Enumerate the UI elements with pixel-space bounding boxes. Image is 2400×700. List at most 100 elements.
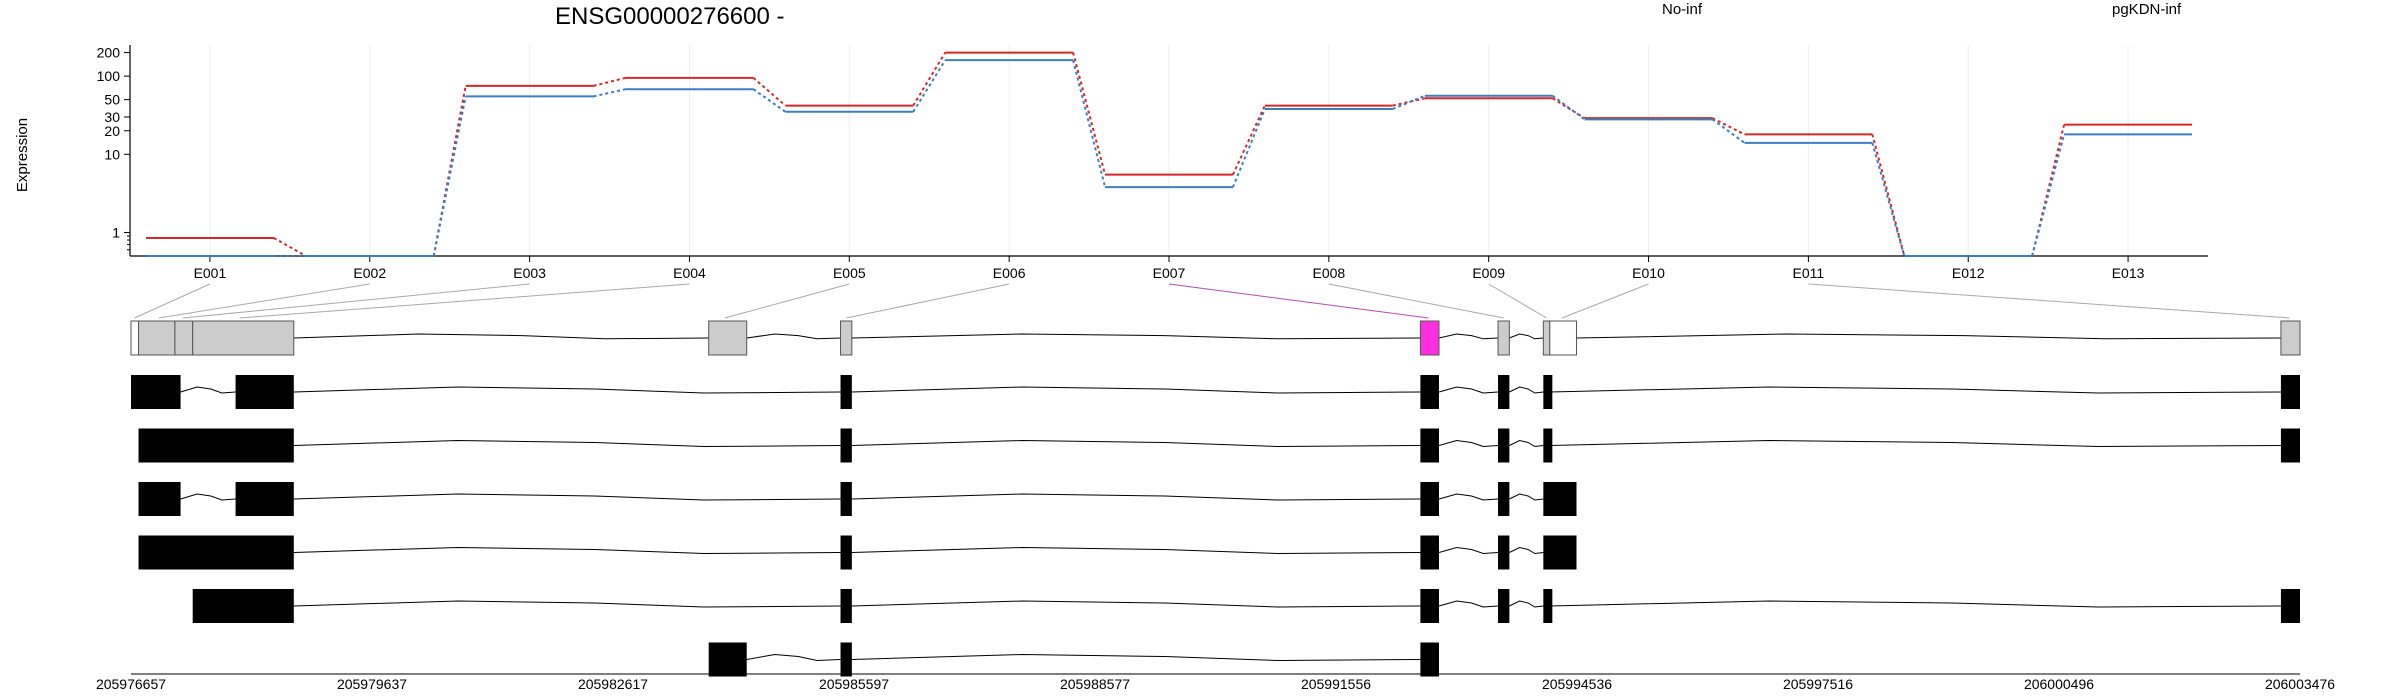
exon-box-e003	[174, 320, 194, 356]
x-tick-label: E005	[833, 265, 866, 281]
x-tick-label: E006	[993, 265, 1026, 281]
intron-line	[851, 439, 1421, 448]
transcript-exon	[1420, 535, 1439, 570]
intron-line	[1509, 493, 1544, 501]
chart-title: ENSG00000276600 -	[555, 3, 785, 30]
exon-connector	[158, 283, 370, 319]
transcript-exon	[840, 589, 852, 623]
x-tick-label: E004	[673, 265, 706, 281]
data-connector	[912, 52, 947, 107]
transcript-row	[192, 589, 2300, 623]
transcript-row	[138, 535, 1577, 570]
intron-line	[180, 386, 236, 394]
intron-line	[293, 600, 841, 608]
intron-line	[1509, 600, 1544, 608]
transcript-exon	[235, 482, 294, 516]
transcript-row	[138, 482, 1577, 516]
data-connector	[1232, 105, 1266, 176]
exon-connector	[182, 283, 530, 319]
exon-box-e009	[1542, 320, 1551, 356]
x-tick-label: E008	[1312, 265, 1345, 281]
intron-line	[851, 333, 1421, 340]
data-connector	[752, 88, 786, 113]
y-tick-label: 30	[104, 109, 120, 125]
intron-line	[293, 333, 709, 340]
x-tick-label: E007	[1153, 265, 1186, 281]
transcript-exon	[235, 375, 294, 409]
transcript-exon	[708, 642, 747, 677]
transcript-exon	[840, 375, 852, 409]
intron-line	[851, 546, 1421, 555]
exon-box-e007	[1419, 320, 1440, 356]
exon-box-e004	[192, 320, 295, 356]
transcript-exon	[1498, 375, 1510, 409]
intron-line	[851, 600, 1421, 608]
transcript-exon	[1543, 589, 1553, 623]
data-connector	[912, 59, 947, 113]
intron-line	[1576, 333, 2281, 340]
exon-connector	[1488, 283, 1547, 319]
intron-line	[746, 653, 841, 662]
x-tick-label: E003	[513, 265, 546, 281]
exon-connector	[134, 283, 211, 319]
genomic-coordinate-label: 205976657	[96, 676, 166, 692]
transcript-exon	[840, 428, 852, 463]
y-tick-label: 50	[104, 92, 120, 108]
intron-line	[1438, 600, 1499, 608]
transcript-exon	[1543, 428, 1553, 463]
x-tick-label: E010	[1632, 265, 1665, 281]
exon-connector	[1808, 283, 2290, 319]
intron-line	[1509, 333, 1544, 340]
exon-box-e008	[1497, 320, 1510, 356]
genomic-coordinate-label: 205985597	[819, 676, 889, 692]
intron-line	[1438, 439, 1499, 448]
legend-no-inf: No-inf	[1662, 1, 1703, 18]
transcript-exon	[1420, 642, 1439, 677]
genomic-coordinate-label: 205988577	[1060, 676, 1130, 692]
x-tick-label: E012	[1952, 265, 1985, 281]
data-connector	[1232, 108, 1266, 188]
transcript-exon	[1498, 589, 1510, 623]
x-tick-label: E002	[353, 265, 386, 281]
intron-line	[293, 546, 841, 555]
genomic-coordinate-label: 205979637	[337, 676, 407, 692]
genomic-coordinate-label: 206000496	[2024, 676, 2094, 692]
transcript-exon	[2280, 375, 2300, 409]
exon-model-row	[130, 320, 2301, 356]
data-connector	[273, 237, 307, 257]
gene-model-panel: 205976657 205979637 205982617 205985597 2059…	[96, 283, 2335, 692]
intron-line	[851, 653, 1421, 662]
transcript-row	[131, 375, 2300, 409]
exon-box-e010	[1549, 320, 1577, 356]
transcript-exon	[2280, 428, 2300, 463]
data-connector	[1552, 94, 1586, 121]
exon-box-e002	[138, 320, 176, 356]
y-axis-label: Expression	[14, 118, 31, 192]
intron-line	[851, 386, 1421, 394]
transcript-exon	[1543, 535, 1577, 570]
data-connector	[1711, 118, 1746, 144]
exon-connector	[846, 283, 1010, 319]
x-tick-label: E011	[1793, 265, 1825, 281]
transcript-exon	[2280, 589, 2300, 623]
series-pgkdn-inf	[145, 59, 2193, 257]
intron-line	[1438, 333, 1499, 340]
transcript-row	[708, 642, 1439, 677]
x-tick-label: E009	[1472, 265, 1505, 281]
transcript-row	[138, 428, 2300, 463]
transcript-exon	[1498, 535, 1510, 570]
transcript-exon	[138, 428, 294, 463]
intron-line	[1438, 386, 1499, 394]
intron-line	[851, 493, 1421, 501]
genomic-coordinate-label: 205994536	[1542, 676, 1612, 692]
transcript-exon	[138, 482, 181, 516]
x-tick-label: E001	[194, 265, 227, 281]
exon-box-e011	[2280, 320, 2301, 356]
transcript-exon	[138, 535, 294, 570]
intron-line	[293, 493, 841, 501]
intron-line	[1549, 386, 2281, 394]
data-connector	[2031, 124, 2066, 257]
exon-box-e006	[840, 320, 853, 356]
y-tick-label: 100	[97, 68, 121, 84]
